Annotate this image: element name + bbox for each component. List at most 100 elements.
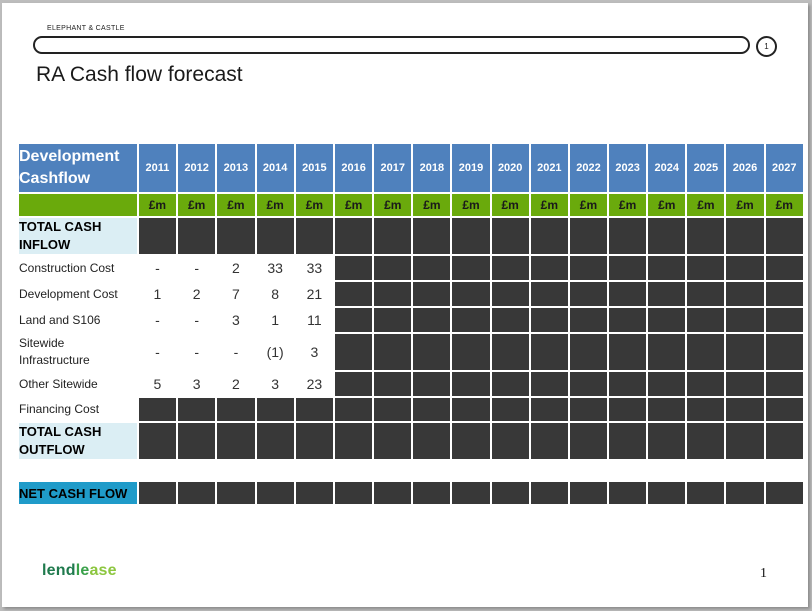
value-cell: - bbox=[137, 333, 178, 371]
empty-cell bbox=[137, 397, 178, 422]
label-line: OUTFLOW bbox=[19, 442, 85, 457]
empty-cell bbox=[137, 217, 178, 255]
year-header: 2021 bbox=[529, 143, 569, 193]
empty-cell bbox=[686, 217, 726, 255]
header-row: Development Cashflow 2011 2012 2013 2014 2015 2… bbox=[18, 143, 804, 193]
unit-cell: £m bbox=[686, 193, 726, 217]
year-header: 2017 bbox=[373, 143, 413, 193]
empty-cell bbox=[334, 255, 374, 281]
page-number: 1 bbox=[760, 566, 767, 581]
empty-cell bbox=[137, 481, 178, 505]
empty-cell bbox=[490, 255, 530, 281]
year-header: 2016 bbox=[334, 143, 374, 193]
empty-cell bbox=[412, 481, 452, 505]
empty-cell bbox=[373, 217, 413, 255]
row-label: Development Cost bbox=[18, 281, 138, 307]
empty-cell bbox=[334, 371, 374, 397]
empty-cell bbox=[490, 281, 530, 307]
unit-cell: £m bbox=[568, 193, 609, 217]
empty-cell bbox=[686, 255, 726, 281]
empty-cell bbox=[725, 371, 765, 397]
unit-cell: £m bbox=[608, 193, 648, 217]
value-cell: 7 bbox=[216, 281, 256, 307]
table-row: Land and S106- -3 1 11 bbox=[18, 307, 804, 333]
empty-cell bbox=[490, 371, 530, 397]
value-cell: 3 bbox=[294, 333, 335, 371]
empty-cell bbox=[334, 333, 374, 371]
empty-cell bbox=[412, 281, 452, 307]
cashflow-table: Development Cashflow 2011 2012 2013 2014 2015 2… bbox=[18, 143, 804, 505]
empty-cell bbox=[451, 333, 491, 371]
empty-cell bbox=[647, 333, 687, 371]
financing-label: Financing Cost bbox=[18, 397, 138, 422]
year-header: 2025 bbox=[686, 143, 726, 193]
spacer-cell bbox=[18, 460, 804, 481]
empty-cell bbox=[725, 397, 765, 422]
empty-cell bbox=[647, 422, 687, 460]
year-header: 2015 bbox=[294, 143, 335, 193]
value-cell: 3 bbox=[216, 307, 256, 333]
unit-cell: £m bbox=[725, 193, 765, 217]
year-header: 2027 bbox=[764, 143, 804, 193]
empty-cell bbox=[373, 422, 413, 460]
empty-cell bbox=[647, 371, 687, 397]
empty-cell bbox=[373, 307, 413, 333]
unit-cell: £m bbox=[647, 193, 687, 217]
empty-cell bbox=[764, 481, 804, 505]
empty-cell bbox=[412, 307, 452, 333]
empty-cell bbox=[608, 371, 648, 397]
empty-cell bbox=[725, 481, 765, 505]
logo-part-3: ase bbox=[89, 562, 117, 579]
total-inflow-row: TOTAL CASH INFLOW bbox=[18, 217, 804, 255]
empty-cell bbox=[764, 371, 804, 397]
empty-cell bbox=[568, 217, 609, 255]
year-header: 2019 bbox=[451, 143, 491, 193]
empty-cell bbox=[568, 333, 609, 371]
year-header: 2023 bbox=[608, 143, 648, 193]
empty-cell bbox=[373, 255, 413, 281]
empty-cell bbox=[216, 422, 256, 460]
year-header: 2011 bbox=[137, 143, 178, 193]
empty-cell bbox=[334, 217, 374, 255]
table-header-label: Development Cashflow bbox=[18, 143, 138, 193]
label-line: Other Sitewide bbox=[19, 376, 98, 391]
empty-cell bbox=[294, 217, 335, 255]
empty-cell bbox=[294, 422, 335, 460]
empty-cell bbox=[334, 397, 374, 422]
unit-cell: £m bbox=[294, 193, 335, 217]
empty-cell bbox=[216, 481, 256, 505]
unit-cell: £m bbox=[177, 193, 217, 217]
empty-cell bbox=[412, 371, 452, 397]
value-cell: 3 bbox=[255, 371, 295, 397]
empty-cell bbox=[490, 422, 530, 460]
logo-part-1: lend bbox=[42, 562, 76, 579]
empty-cell bbox=[529, 217, 569, 255]
empty-cell bbox=[177, 422, 217, 460]
table-row: Other Sitewide 5 3 2 3 23 bbox=[18, 371, 804, 397]
value-cell: - bbox=[216, 333, 256, 371]
row-label: Sitewide Infrastructure bbox=[18, 333, 138, 371]
empty-cell bbox=[568, 397, 609, 422]
row-label: Construction Cost bbox=[18, 255, 138, 281]
header-rounded-bar bbox=[33, 36, 750, 54]
year-header: 2013 bbox=[216, 143, 256, 193]
net-cash-flow-row: NET CASH FLOW bbox=[18, 481, 804, 505]
table-row: Sitewide Infrastructure - - - (1) 3 bbox=[18, 333, 804, 371]
empty-cell bbox=[608, 333, 648, 371]
value-cell: 2 bbox=[216, 371, 256, 397]
empty-cell bbox=[373, 481, 413, 505]
value-cell: 33 bbox=[255, 255, 295, 281]
empty-cell bbox=[568, 422, 609, 460]
value-cell: 1 bbox=[137, 281, 178, 307]
empty-cell bbox=[529, 371, 569, 397]
empty-cell bbox=[686, 371, 726, 397]
slide: ELEPHANT & CASTLE 1 RA Cash flow forecas… bbox=[2, 3, 808, 607]
empty-cell bbox=[608, 422, 648, 460]
empty-cell bbox=[764, 281, 804, 307]
empty-cell bbox=[725, 307, 765, 333]
empty-cell bbox=[647, 481, 687, 505]
unit-cell: £m bbox=[216, 193, 256, 217]
empty-cell bbox=[334, 481, 374, 505]
unit-cell: £m bbox=[412, 193, 452, 217]
value-cell: 11 bbox=[294, 307, 335, 333]
